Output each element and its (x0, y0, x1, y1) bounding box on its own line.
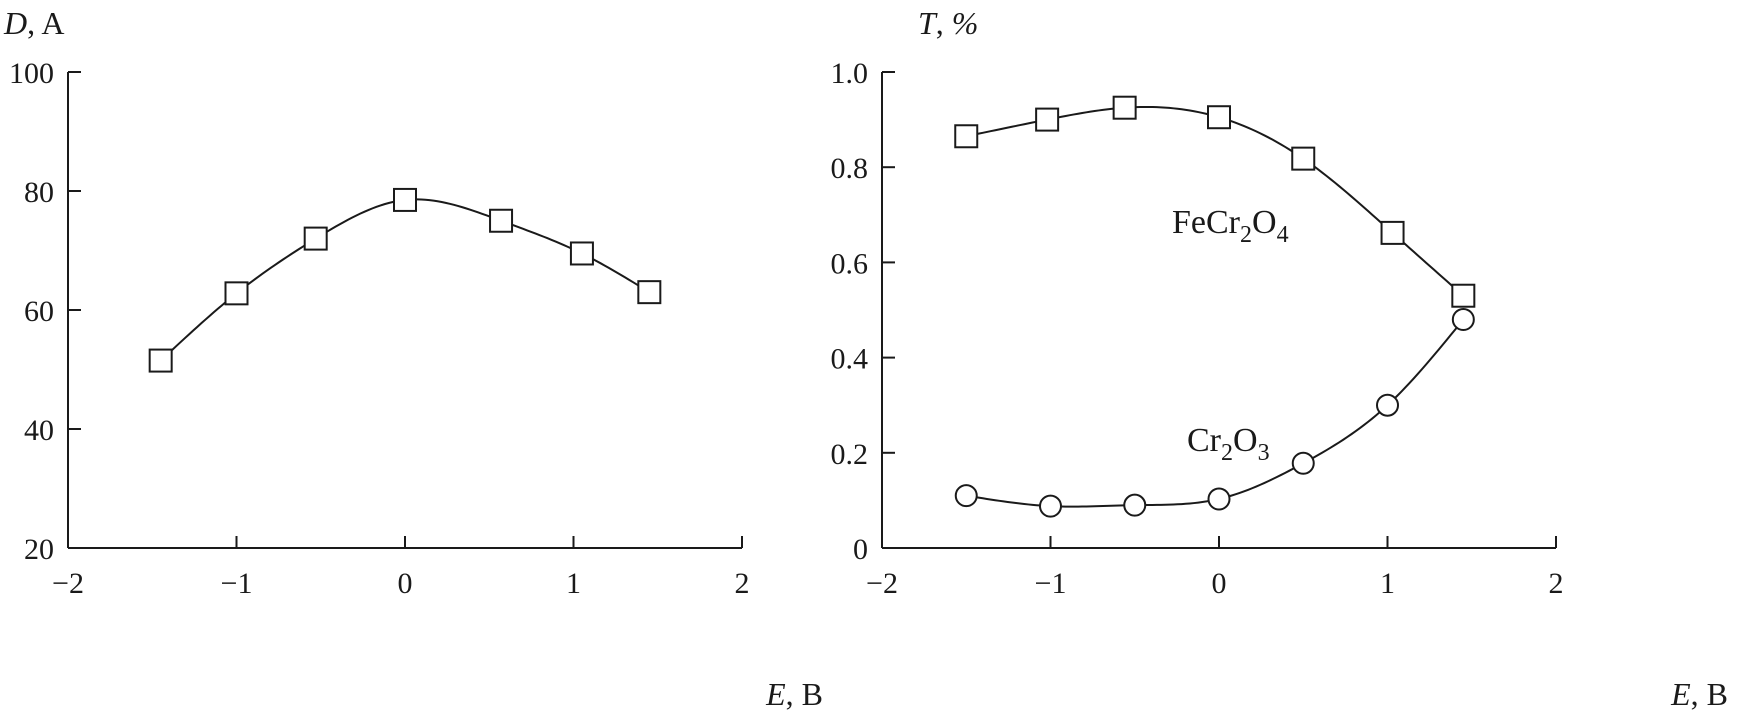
right-series-0-point (1035, 107, 1060, 132)
left-x-tick-label: 1 (566, 567, 581, 600)
right-chart-panel: T, % E, B FeCr2O4 Cr2O3 00.20.40.60.81.0… (831, 5, 1729, 712)
cr2o3-sub1: 2 (1221, 440, 1233, 466)
cr2o3-label: Cr2O3 (1187, 422, 1270, 466)
right-series-1-point (1123, 493, 1147, 517)
left-x-tick-label: −2 (52, 567, 84, 600)
fecr2o4-sub2: 4 (1277, 222, 1289, 248)
right-x-tick-label: 2 (1549, 567, 1564, 600)
right-y-axis-sep: , (936, 5, 952, 41)
left-y-tick-label: 20 (24, 533, 54, 566)
right-y-tick-label: 0.8 (831, 152, 869, 185)
right-y-axis-unit: % (952, 5, 979, 41)
fecr2o4-mid: O (1252, 204, 1277, 241)
left-y-tick-label: 60 (24, 295, 54, 328)
left-x-tick-label: 2 (735, 567, 750, 600)
left-y-tick-label: 100 (9, 57, 54, 90)
right-y-axis-var: T (918, 5, 938, 41)
right-series-0-point (1451, 283, 1476, 308)
right-x-axis-unit: B (1707, 676, 1728, 712)
right-x-axis-sep: , (1691, 676, 1707, 712)
left-x-axis-title: E, B (765, 676, 823, 712)
left-series-0-point (303, 226, 328, 251)
right-y-tick-label: 0 (853, 533, 868, 566)
right-y-tick-label: 0.2 (831, 438, 869, 471)
left-series-0-point (148, 348, 173, 373)
left-series-0-point (224, 281, 249, 306)
left-x-axis-var: E (765, 676, 786, 712)
fecr2o4-label: FeCr2O4 (1172, 204, 1289, 248)
right-x-tick-label: −2 (866, 567, 898, 600)
left-series-0-point (569, 241, 594, 266)
left-series-0-point (393, 187, 417, 212)
fecr2o4-base: FeCr (1172, 204, 1241, 241)
left-y-axis-title: D, A (3, 5, 64, 41)
cr2o3-base: Cr (1187, 422, 1222, 459)
right-series-0-point (1291, 146, 1316, 171)
right-series-1-point (1376, 393, 1399, 417)
left-x-axis-unit: B (802, 676, 823, 712)
fecr2o4-sub1: 2 (1240, 222, 1252, 248)
right-x-axis-var: E (1670, 676, 1691, 712)
right-series-0-point (1380, 220, 1405, 245)
right-series-0-point (1207, 105, 1231, 130)
right-x-axis-title: E, B (1670, 676, 1728, 712)
cr2o3-mid: O (1233, 422, 1258, 459)
left-series-0-line (159, 198, 650, 362)
left-y-tick-label: 80 (24, 176, 54, 209)
right-x-tick-label: 1 (1380, 567, 1395, 600)
left-x-axis-sep: , (786, 676, 802, 712)
left-y-axis-var: D (3, 5, 27, 41)
right-series-0-point (1112, 95, 1137, 120)
right-y-tick-label: 0.6 (831, 247, 869, 280)
right-series-0-point (954, 124, 979, 149)
left-series-0-point (489, 208, 514, 233)
left-y-tick-label: 40 (24, 414, 54, 447)
left-chart-panel: D, A E, B 20 40 60 80 100 −2 −1 0 1 2 (3, 5, 823, 712)
right-series-1-point (1291, 451, 1315, 475)
right-x-tick-label: −1 (1035, 567, 1067, 600)
left-x-tick-label: −1 (221, 567, 253, 600)
right-series-1-point (1039, 494, 1062, 518)
right-y-tick-label: 1.0 (831, 57, 869, 90)
right-y-axis-title: T, % (918, 5, 978, 41)
right-series-0-line (966, 105, 1464, 297)
cr2o3-sub2: 3 (1258, 440, 1270, 466)
left-series-0-point (637, 280, 662, 305)
left-x-tick-label: 0 (398, 567, 413, 600)
left-y-axis-sep: , (27, 5, 41, 41)
right-y-tick-label: 0.4 (831, 343, 869, 376)
right-series-1-point (954, 484, 978, 508)
right-series-1-point (1451, 308, 1475, 332)
right-series-1-point (1207, 487, 1231, 511)
left-y-axis-unit: A (41, 5, 64, 41)
right-x-tick-label: 0 (1212, 567, 1227, 600)
